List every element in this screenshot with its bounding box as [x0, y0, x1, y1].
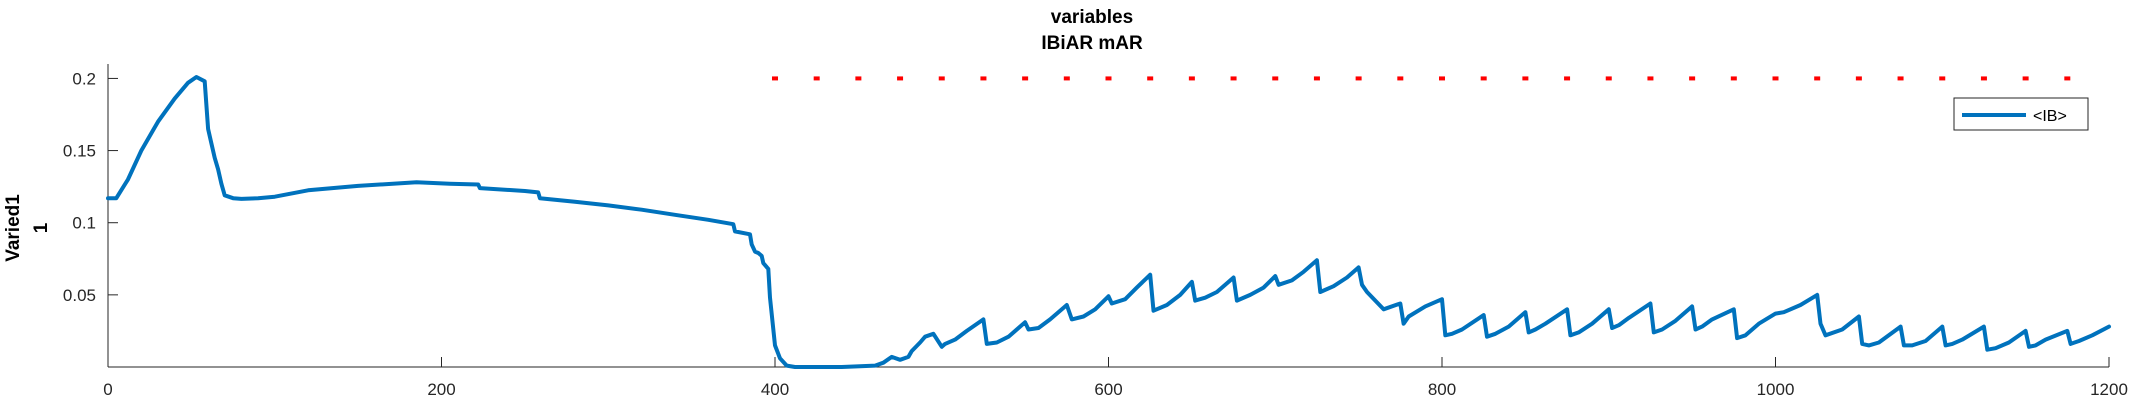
- y-axis-label-line-1: Varied1: [3, 194, 24, 262]
- marker-point: [1230, 76, 1237, 81]
- marker-point: [1855, 76, 1862, 81]
- legend: <IB>: [1953, 97, 2089, 131]
- marker-point: [1939, 76, 1946, 81]
- marker-point: [1397, 76, 1404, 81]
- series-line-ib: [106, 75, 2111, 369]
- y-tick-label: 0.05: [63, 286, 96, 305]
- marker-point: [1188, 76, 1195, 81]
- axes: [107, 64, 2109, 368]
- marker-point: [938, 76, 945, 81]
- marker-point: [1772, 76, 1779, 81]
- y-axis-ticks: 0.05 0.1 0.15 0.2: [63, 69, 118, 305]
- marker-point: [813, 76, 820, 81]
- marker-point: [1272, 76, 1279, 81]
- x-tick-label: 400: [761, 380, 789, 399]
- marker-point: [1897, 76, 1904, 81]
- marker-point: [1522, 76, 1529, 81]
- chart-title: variables IBiAR mAR: [1041, 7, 1143, 54]
- marker-point: [897, 76, 904, 81]
- marker-point: [2064, 76, 2071, 81]
- marker-point: [855, 76, 862, 81]
- y-tick-label: 0.2: [72, 69, 96, 88]
- legend-entry-label: <IB>: [2033, 108, 2067, 125]
- marker-point: [1814, 76, 1821, 81]
- x-tick-label: 800: [1428, 380, 1456, 399]
- marker-point: [1022, 76, 1029, 81]
- chart-title-line-2: IBiAR mAR: [1041, 33, 1143, 54]
- x-tick-label: 0: [103, 380, 112, 399]
- x-tick-label: 1000: [1757, 380, 1795, 399]
- marker-series: [772, 76, 2071, 81]
- marker-point: [1063, 76, 1070, 81]
- marker-point: [1980, 76, 1987, 81]
- marker-point: [1647, 76, 1654, 81]
- y-axis-label: Varied1 1: [3, 194, 52, 262]
- marker-point: [1689, 76, 1696, 81]
- y-tick-label: 0.1: [72, 214, 96, 233]
- chart-title-line-1: variables: [1051, 7, 1133, 28]
- line-series: [106, 75, 2111, 369]
- x-tick-label: 200: [427, 380, 455, 399]
- x-tick-label: 600: [1094, 380, 1122, 399]
- marker-point: [1355, 76, 1362, 81]
- x-axis-ticks: 0 200 400 600 800 1000 1200: [103, 357, 2128, 399]
- marker-point: [980, 76, 987, 81]
- marker-point: [1105, 76, 1112, 81]
- marker-point: [1480, 76, 1487, 81]
- marker-point: [1147, 76, 1154, 81]
- marker-point: [1605, 76, 1612, 81]
- marker-point: [1313, 76, 1320, 81]
- x-tick-label: 1200: [2090, 380, 2128, 399]
- marker-point: [1730, 76, 1737, 81]
- marker-point: [1439, 76, 1445, 81]
- marker-point: [2022, 76, 2029, 81]
- y-axis-label-line-2: 1: [31, 222, 52, 233]
- y-tick-label: 0.15: [63, 142, 96, 161]
- marker-point: [1564, 76, 1571, 81]
- marker-point: [772, 76, 778, 81]
